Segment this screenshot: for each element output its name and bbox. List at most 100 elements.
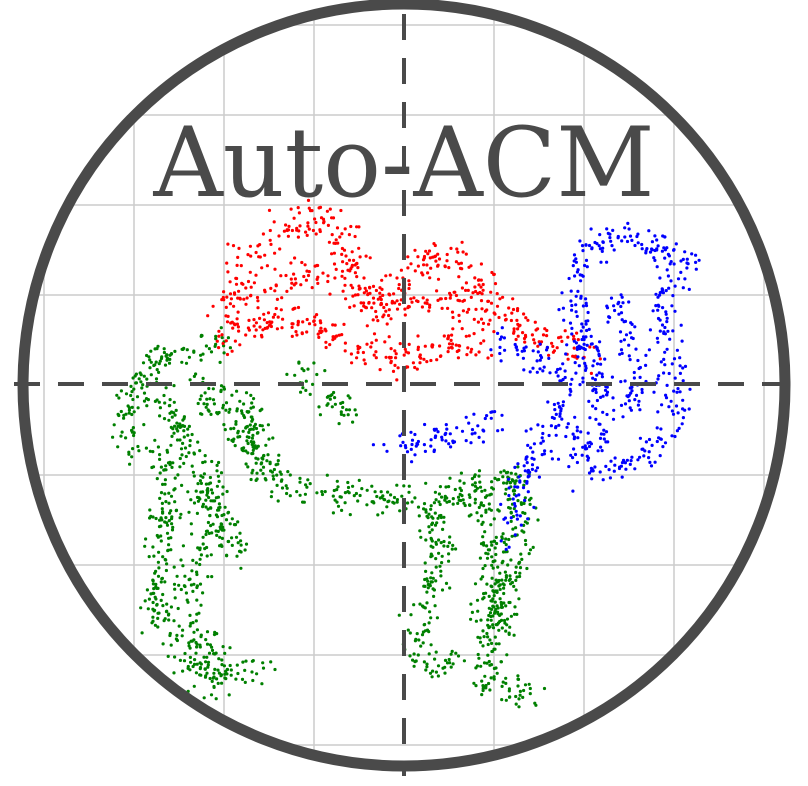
- point: [219, 674, 223, 678]
- point: [584, 335, 588, 339]
- point: [154, 569, 158, 574]
- point: [248, 423, 252, 427]
- point: [212, 402, 216, 406]
- point: [528, 370, 532, 374]
- point: [395, 307, 400, 311]
- point: [613, 308, 617, 313]
- point: [154, 377, 159, 381]
- point: [363, 362, 367, 366]
- point: [202, 655, 206, 659]
- point: [217, 334, 221, 338]
- point: [165, 523, 170, 527]
- point: [523, 496, 527, 500]
- point: [658, 454, 662, 458]
- point: [678, 371, 683, 375]
- point: [634, 347, 638, 351]
- point: [198, 397, 202, 401]
- point: [321, 217, 326, 221]
- point: [255, 446, 259, 450]
- point: [512, 488, 516, 492]
- point: [481, 328, 485, 332]
- point: [382, 443, 386, 447]
- point: [509, 510, 513, 514]
- point: [579, 430, 583, 434]
- point: [384, 274, 388, 278]
- point: [207, 531, 211, 536]
- point: [664, 289, 668, 293]
- point: [659, 427, 663, 431]
- point: [537, 475, 542, 479]
- point: [179, 512, 183, 516]
- point: [456, 501, 460, 505]
- point: [599, 432, 604, 436]
- point: [249, 294, 253, 298]
- point: [627, 227, 631, 231]
- point: [460, 286, 464, 290]
- point: [295, 226, 299, 230]
- point: [203, 667, 207, 671]
- point: [182, 659, 187, 663]
- point: [162, 468, 166, 472]
- point: [511, 497, 515, 501]
- point: [580, 453, 584, 457]
- point: [489, 416, 493, 420]
- point: [235, 276, 239, 281]
- point: [619, 348, 624, 352]
- point: [448, 432, 452, 436]
- point: [172, 619, 176, 623]
- point: [132, 410, 136, 414]
- point: [473, 484, 477, 488]
- point: [436, 430, 440, 434]
- point: [276, 459, 280, 463]
- point: [169, 494, 174, 498]
- point: [270, 470, 274, 474]
- point: [169, 643, 173, 647]
- point: [239, 264, 243, 268]
- point: [601, 478, 605, 482]
- point: [487, 594, 491, 599]
- point: [350, 250, 354, 254]
- point: [250, 436, 254, 440]
- point: [507, 537, 511, 542]
- point: [563, 375, 567, 380]
- point: [667, 286, 671, 290]
- point: [190, 432, 194, 437]
- point: [219, 384, 224, 388]
- point: [225, 667, 229, 672]
- point: [470, 428, 475, 432]
- point: [352, 258, 356, 262]
- point: [638, 436, 643, 440]
- point: [504, 575, 508, 580]
- point: [423, 584, 427, 589]
- point: [431, 576, 435, 580]
- point: [389, 493, 393, 497]
- point: [241, 660, 245, 664]
- point: [381, 293, 385, 297]
- point: [437, 551, 441, 555]
- point: [605, 306, 610, 310]
- point: [514, 479, 518, 483]
- point: [328, 397, 332, 401]
- point: [285, 491, 289, 496]
- point: [668, 262, 672, 266]
- point: [656, 303, 660, 307]
- point: [516, 674, 520, 678]
- point: [254, 321, 258, 325]
- point: [356, 350, 360, 355]
- point: [195, 645, 199, 649]
- point: [519, 501, 523, 505]
- point: [162, 350, 166, 355]
- point: [511, 331, 516, 335]
- point: [207, 409, 211, 413]
- point: [272, 477, 276, 481]
- point: [212, 675, 216, 679]
- point: [526, 318, 530, 322]
- point: [535, 370, 539, 374]
- point: [607, 315, 611, 319]
- point: [582, 337, 586, 342]
- point: [490, 555, 494, 559]
- point: [518, 574, 522, 579]
- point: [176, 606, 180, 611]
- point: [601, 394, 605, 398]
- point: [169, 443, 173, 447]
